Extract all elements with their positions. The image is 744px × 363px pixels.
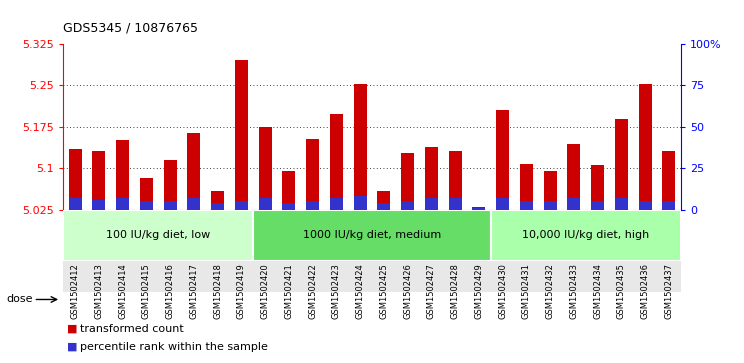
Bar: [638, 84, 652, 209]
Bar: [211, 203, 224, 209]
Bar: [140, 178, 153, 209]
Bar: [235, 201, 248, 209]
Bar: [591, 201, 604, 209]
Bar: [401, 152, 414, 209]
Bar: [544, 171, 557, 209]
Text: 10,000 IU/kg diet, high: 10,000 IU/kg diet, high: [522, 231, 650, 240]
Text: GSM1502422: GSM1502422: [308, 263, 317, 319]
Text: GSM1502417: GSM1502417: [190, 263, 199, 319]
Text: 100 IU/kg diet, low: 100 IU/kg diet, low: [106, 231, 211, 240]
Text: GSM1502413: GSM1502413: [94, 263, 103, 319]
Bar: [544, 201, 557, 209]
Bar: [282, 171, 295, 209]
Text: GSM1502437: GSM1502437: [664, 263, 673, 319]
Bar: [235, 60, 248, 209]
Text: dose: dose: [6, 294, 33, 305]
Bar: [425, 147, 438, 209]
Bar: [330, 114, 343, 209]
Bar: [472, 208, 485, 209]
Bar: [615, 119, 628, 209]
Bar: [638, 201, 652, 209]
Bar: [377, 203, 391, 209]
Bar: [259, 127, 272, 209]
Bar: [662, 151, 676, 209]
Text: GSM1502435: GSM1502435: [617, 263, 626, 319]
Bar: [116, 140, 129, 209]
Text: GSM1502434: GSM1502434: [593, 263, 602, 319]
Bar: [496, 198, 509, 209]
Text: ■: ■: [67, 342, 77, 352]
Text: GSM1502414: GSM1502414: [118, 263, 127, 319]
Bar: [253, 209, 491, 261]
Text: GSM1502427: GSM1502427: [427, 263, 436, 319]
Bar: [591, 165, 604, 209]
Bar: [68, 149, 82, 209]
Bar: [401, 201, 414, 209]
Text: GSM1502418: GSM1502418: [213, 263, 222, 319]
Bar: [496, 110, 509, 209]
Bar: [92, 200, 106, 209]
Bar: [520, 164, 533, 209]
Text: GDS5345 / 10876765: GDS5345 / 10876765: [63, 21, 198, 34]
Bar: [353, 84, 367, 209]
Bar: [187, 198, 200, 209]
Bar: [164, 201, 176, 209]
Bar: [330, 198, 343, 209]
Bar: [68, 198, 82, 209]
Text: GSM1502412: GSM1502412: [71, 263, 80, 319]
Text: GSM1502433: GSM1502433: [569, 263, 578, 319]
Text: GSM1502428: GSM1502428: [451, 263, 460, 319]
Bar: [187, 133, 200, 209]
Bar: [377, 191, 391, 209]
Text: GSM1502421: GSM1502421: [284, 263, 293, 319]
Bar: [520, 201, 533, 209]
Bar: [282, 203, 295, 209]
Bar: [662, 201, 676, 209]
Bar: [449, 198, 462, 209]
Bar: [63, 209, 253, 261]
Text: GSM1502420: GSM1502420: [260, 263, 269, 319]
Bar: [259, 198, 272, 209]
Bar: [425, 198, 438, 209]
Text: GSM1502429: GSM1502429: [475, 263, 484, 319]
Text: GSM1502415: GSM1502415: [142, 263, 151, 319]
Text: GSM1502430: GSM1502430: [498, 263, 507, 319]
Bar: [449, 151, 462, 209]
Text: percentile rank within the sample: percentile rank within the sample: [80, 342, 269, 352]
Bar: [568, 198, 580, 209]
Bar: [568, 144, 580, 209]
Text: GSM1502436: GSM1502436: [641, 263, 650, 319]
Bar: [164, 160, 176, 209]
Bar: [353, 196, 367, 209]
Bar: [491, 209, 681, 261]
Text: GSM1502432: GSM1502432: [545, 263, 554, 319]
Text: ■: ■: [67, 323, 77, 334]
Text: GSM1502416: GSM1502416: [166, 263, 175, 319]
Text: GSM1502424: GSM1502424: [356, 263, 365, 319]
Bar: [472, 207, 485, 209]
Bar: [211, 191, 224, 209]
Text: GSM1502431: GSM1502431: [522, 263, 531, 319]
Text: GSM1502423: GSM1502423: [332, 263, 341, 319]
Bar: [306, 201, 319, 209]
Text: GSM1502419: GSM1502419: [237, 263, 246, 319]
Bar: [92, 151, 106, 209]
Text: GSM1502425: GSM1502425: [379, 263, 388, 319]
Text: transformed count: transformed count: [80, 323, 184, 334]
Text: GSM1502426: GSM1502426: [403, 263, 412, 319]
Bar: [306, 139, 319, 209]
Bar: [116, 198, 129, 209]
Text: 1000 IU/kg diet, medium: 1000 IU/kg diet, medium: [303, 231, 441, 240]
Bar: [615, 198, 628, 209]
Bar: [140, 201, 153, 209]
